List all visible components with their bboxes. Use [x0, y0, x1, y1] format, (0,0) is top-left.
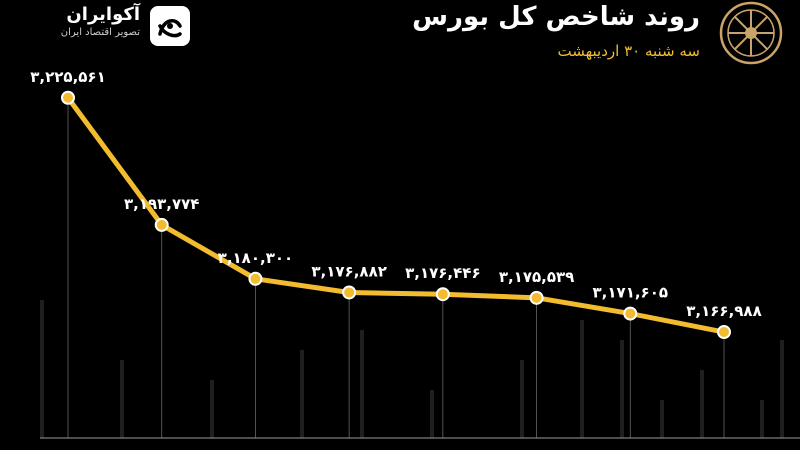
page-subtitle: سه شنبه ۳۰ اردیبهشت — [557, 42, 700, 60]
data-point — [154, 217, 169, 232]
background-bar — [40, 300, 44, 438]
background-bar — [660, 400, 664, 438]
background-bar — [360, 330, 364, 438]
background-bar — [300, 350, 304, 438]
background-bar — [700, 370, 704, 438]
brand: آکوایران تصویر اقتصاد ایران — [30, 2, 230, 50]
stock-exchange-seal-icon — [719, 1, 783, 65]
background-bar — [210, 380, 214, 438]
data-label: ۳,۱۸۰,۳۰۰ — [218, 249, 293, 267]
brand-name: آکوایران — [66, 4, 140, 25]
data-point — [717, 325, 731, 340]
background-bar — [760, 400, 764, 438]
background-bar — [520, 360, 524, 438]
data-point — [61, 90, 75, 105]
header: آکوایران تصویر اقتصاد ایران روند شاخص کل… — [0, 0, 800, 80]
data-label: ۳,۲۲۵,۵۶۱ — [30, 68, 105, 86]
background-bar — [620, 340, 624, 438]
data-points — [61, 90, 731, 340]
data-label: ۳,۱۶۶,۹۸۸ — [686, 302, 761, 320]
background-bar — [780, 340, 784, 438]
data-labels: ۳,۲۲۵,۵۶۱ ۳,۱۹۳,۷۷۴ ۳,۱۸۰,۳۰۰ ۳,۱۷۶,۸۸۲ ۳,۱۷… — [30, 68, 761, 320]
data-label: ۳,۱۷۵,۵۳۹ — [499, 268, 574, 286]
data-point — [623, 306, 638, 321]
data-label: ۳,۱۷۶,۸۸۲ — [311, 262, 386, 280]
page-title: روند شاخص کل بورس — [412, 2, 700, 32]
drop-lines — [67, 97, 725, 438]
data-point — [435, 287, 450, 302]
data-point — [248, 271, 263, 286]
series-line — [65, 95, 727, 335]
akoiran-logo-icon — [150, 6, 190, 46]
data-label: ۳,۱۷۱,۶۰۵ — [593, 284, 668, 302]
data-point — [529, 290, 544, 305]
data-point — [342, 285, 357, 300]
data-label: ۳,۱۷۶,۴۴۶ — [405, 264, 480, 282]
background-bar — [430, 390, 434, 438]
background-bars — [40, 300, 784, 438]
data-label: ۳,۱۹۳,۷۷۴ — [124, 195, 199, 213]
background-bar — [580, 320, 584, 438]
brand-tagline: تصویر اقتصاد ایران — [60, 27, 140, 38]
background-bar — [120, 360, 124, 438]
